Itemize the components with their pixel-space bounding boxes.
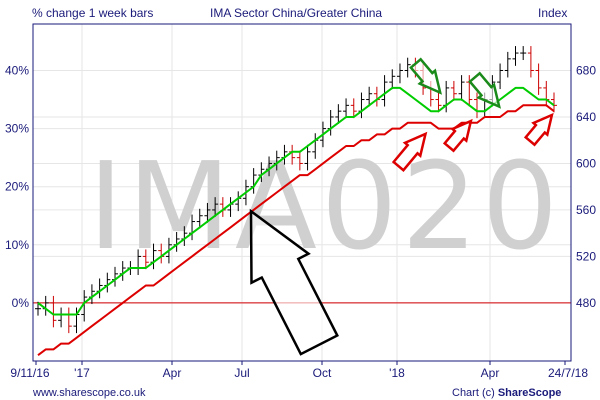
green-down-arrow: [409, 57, 442, 95]
right-tick-label: 600: [576, 156, 596, 170]
x-tick-label: 24/7/18: [548, 366, 588, 380]
footer-copyright: Chart (c) ShareScope: [452, 387, 561, 399]
right-tick-label: 480: [576, 296, 596, 310]
ohlc-bar: [389, 69, 396, 90]
red-up-arrow: [442, 118, 473, 153]
left-tick-label: 10%: [5, 238, 29, 252]
ohlc-bar: [350, 98, 357, 119]
ohlc-bar: [96, 278, 103, 299]
left-tick-label: 0%: [12, 296, 30, 310]
right-tick-label: 640: [576, 110, 596, 124]
ohlc-bar: [296, 150, 303, 171]
x-tick-label: Oct: [313, 366, 332, 380]
right-tick-label: 520: [576, 249, 596, 263]
left-axis-title: % change 1 week bars: [32, 6, 153, 20]
left-tick-label: 30%: [5, 122, 29, 136]
ohlc-bar: [527, 46, 534, 78]
ohlc-bar: [88, 284, 95, 305]
ohlc-bar: [58, 307, 65, 328]
left-tick-label: 40%: [5, 63, 29, 77]
ohlc-bar: [65, 307, 72, 334]
right-axis-ticks: 680 640 600 560 520 480: [576, 63, 596, 309]
ohlc-bar: [343, 98, 350, 119]
ohlc-bar: [42, 295, 49, 316]
x-tick-label: '17: [74, 366, 90, 380]
plot-frame: [32, 23, 572, 362]
ohlc-bar: [335, 104, 342, 124]
right-tick-label: 560: [576, 203, 596, 217]
right-axis-title: Index: [538, 6, 567, 20]
ohlc-bar: [504, 51, 511, 78]
ohlc-bar: [551, 92, 557, 113]
ohlc-bar: [81, 290, 88, 322]
ohlc-bar: [373, 86, 380, 107]
ohlc-bar: [204, 202, 211, 223]
x-axis-ticks: 9/11/16 '17 Apr Jul Oct '18 Apr 24/7/18: [10, 361, 588, 380]
ohlc-bar: [327, 109, 334, 136]
moving-average-short-line: [37, 86, 555, 316]
ohlc-bar: [512, 46, 519, 66]
ohlc-bar: [543, 80, 550, 107]
red-up-arrow: [391, 131, 428, 172]
x-tick-label: Apr: [481, 366, 500, 380]
ohlc-bar: [142, 249, 149, 270]
ohlc-bar: [358, 92, 365, 119]
ohlc-bar: [520, 46, 527, 61]
x-tick-label: '18: [389, 366, 405, 380]
ohlc-bar: [381, 75, 388, 107]
ohlc-bar: [50, 295, 57, 328]
x-tick-label: 9/11/16: [10, 366, 49, 380]
left-axis-ticks: 40% 30% 20% 10% 0%: [5, 63, 29, 309]
ohlc-bar: [497, 63, 504, 90]
ohlc-bar: [450, 80, 457, 101]
footer-website[interactable]: www.sharescope.co.uk: [32, 387, 146, 399]
ohlc-bar: [535, 63, 542, 95]
ohlc-bar: [458, 75, 465, 101]
annotation-arrows: [249, 57, 554, 356]
right-tick-label: 680: [576, 63, 596, 77]
black-up-arrow: [249, 208, 339, 356]
ohlc-bar: [404, 57, 411, 78]
x-tick-label: Apr: [163, 366, 182, 380]
ohlc-bar: [396, 63, 403, 84]
watermark: IMA020: [88, 138, 562, 277]
ohlc-bar: [304, 144, 311, 171]
chart-title: IMA Sector China/Greater China: [210, 6, 382, 20]
red-up-arrow: [523, 112, 554, 147]
x-tick-label: Jul: [234, 366, 249, 380]
ohlc-bar: [366, 86, 373, 107]
green-down-arrow: [468, 71, 501, 109]
ohlc-bar: [435, 92, 442, 113]
ohlc-bar: [196, 208, 203, 229]
left-tick-label: 20%: [5, 180, 29, 194]
ohlc-bar: [212, 197, 219, 217]
